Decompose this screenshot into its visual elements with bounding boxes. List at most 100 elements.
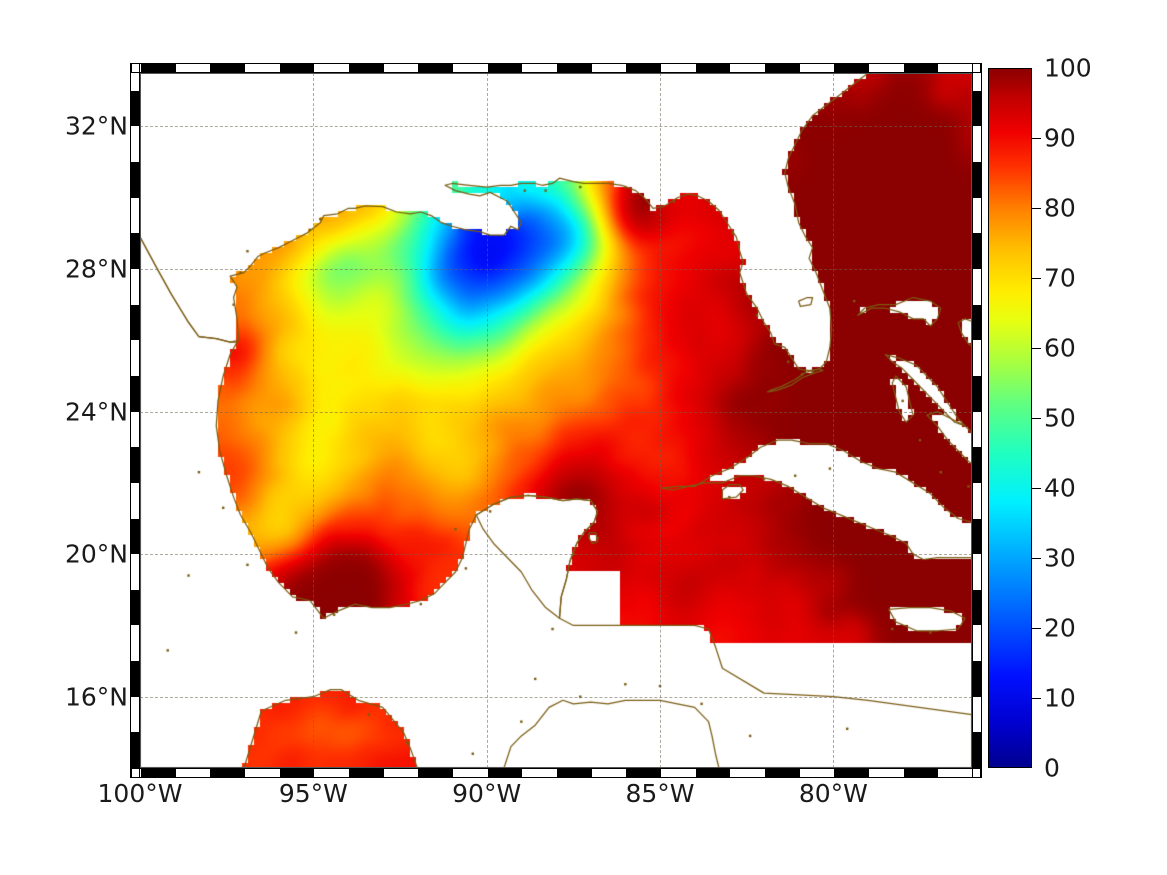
map-border-segment [973,233,981,270]
map-border-segment [765,769,800,777]
map-border-segment [973,162,981,198]
colorbar-gradient[interactable] [988,68,1032,768]
map-border-segment [131,90,139,127]
map-border-segment [522,64,557,72]
map-border-top [131,63,981,73]
map-border-segment [175,769,211,777]
map-border-segment [626,769,661,777]
map-border-segment [487,769,523,777]
map-border-segment [349,769,384,777]
colorbar-tick [1032,558,1041,559]
map-border-segment [730,64,765,72]
map-border-segment [175,64,211,72]
map-border-segment [131,554,139,590]
map-border-segment [626,64,661,72]
map-border-segment [131,233,139,270]
map-border-segment [131,375,139,412]
map-border-segment [591,64,627,72]
map-border-segment [314,64,349,72]
map-border-segment [245,64,280,72]
map-border-segment [973,411,981,448]
colorbar-axes[interactable] [988,68,1041,768]
colorbar-tick-label: 100 [1044,53,1092,83]
colorbar-tick-label: 60 [1044,333,1076,363]
map-border-segment [131,269,139,305]
colorbar-tick-label: 30 [1044,543,1076,573]
map-border-segment [557,769,592,777]
map-border-segment [141,64,176,72]
map-border-segment [661,769,696,777]
map-border-segment [210,769,245,777]
map-border-segment [661,64,696,72]
map-border-segment [383,64,419,72]
x-tick-label: 90°W [452,779,522,808]
map-border-segment [834,769,869,777]
x-tick-label: 85°W [625,779,695,808]
map-border-segment [973,304,981,341]
map-border-segment [973,126,981,163]
map-border-left [130,63,140,778]
map-border-segment [349,64,384,72]
map-border-segment [131,696,139,733]
colorbar-tick-label: 10 [1044,683,1076,713]
map-border-segment [279,769,315,777]
map-border-segment [973,73,981,91]
map-border-segment [973,447,981,483]
colorbar-tick [1032,208,1041,209]
map-border-segment [487,64,523,72]
map-border-segment [557,64,592,72]
map-axes[interactable] [130,63,982,778]
map-border-segment [131,589,139,626]
map-border-segment [765,64,800,72]
map-border-segment [973,197,981,234]
map-heatmap-canvas[interactable] [140,73,972,768]
y-tick-label: 20°N [64,539,128,569]
map-border-segment [973,589,981,626]
map-border-segment [730,769,765,777]
map-border-segment [591,769,627,777]
map-border-segment [973,482,981,519]
map-border-segment [131,411,139,448]
map-border-segment [938,769,973,777]
map-border-segment [973,269,981,305]
map-border-segment [903,64,939,72]
map-border-segment [695,64,731,72]
map-border-segment [245,769,280,777]
colorbar-tick [1032,628,1041,629]
map-border-segment [973,340,981,376]
colorbar-tick [1032,488,1041,489]
map-border-segment [210,64,245,72]
map-border-segment [131,304,139,341]
colorbar-tick [1032,138,1041,139]
map-border-segment [131,126,139,163]
map-border-segment [799,64,835,72]
map-border-segment [869,64,904,72]
colorbar-tick [1032,418,1041,419]
map-border-segment [799,769,835,777]
map-border-segment [869,769,904,777]
map-border-bottom [131,768,981,778]
map-border-segment [131,162,139,198]
y-tick-label: 16°N [64,682,128,712]
map-border-segment [131,340,139,376]
map-border-segment [973,732,981,768]
x-tick-label: 100°W [97,779,183,808]
map-border-segment [131,732,139,768]
map-border-segment [973,625,981,662]
y-tick-label: 24°N [64,397,128,427]
x-tick-label: 95°W [278,779,348,808]
map-border-segment [973,696,981,733]
map-border-segment [314,769,349,777]
map-border-segment [522,769,557,777]
map-border-segment [141,769,176,777]
map-border-segment [453,64,488,72]
map-border-segment [903,769,939,777]
map-border-segment [453,769,488,777]
map-border-segment [938,64,973,72]
map-border-segment [131,482,139,519]
map-border-right [972,63,982,778]
map-border-segment [279,64,315,72]
map-border-segment [973,554,981,590]
y-tick-label: 28°N [64,254,128,284]
